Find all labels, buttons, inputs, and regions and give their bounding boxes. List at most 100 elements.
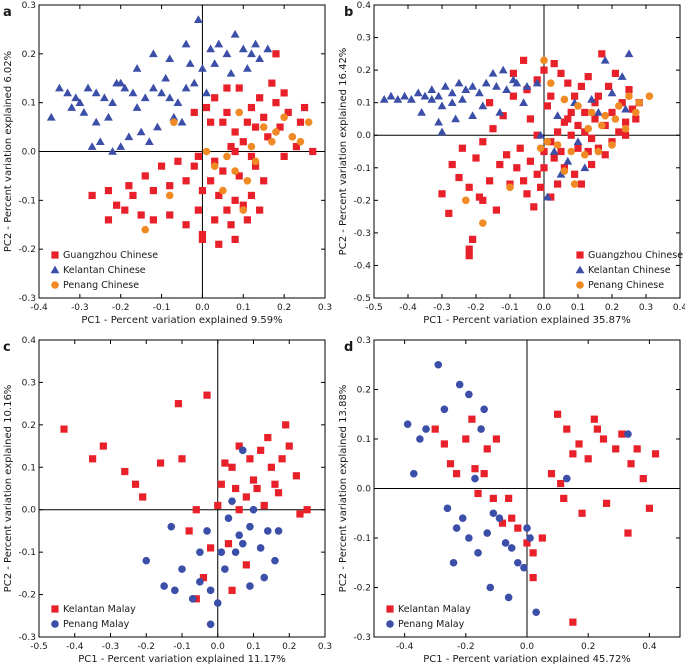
data-point	[223, 108, 231, 117]
data-point	[627, 460, 635, 468]
y-tick-label: -0.1	[353, 534, 371, 544]
data-point	[199, 574, 208, 582]
data-point	[211, 157, 219, 165]
data-point	[178, 565, 186, 573]
data-point	[157, 88, 166, 97]
y-tick-label: -0.2	[353, 196, 371, 206]
data-point	[540, 56, 548, 65]
data-point	[214, 501, 222, 510]
data-point	[173, 98, 183, 106]
data-point	[190, 162, 198, 170]
data-point	[471, 474, 479, 483]
y-tick-label: 0.3	[357, 34, 371, 44]
data-point	[202, 103, 211, 112]
data-point	[230, 29, 240, 38]
data-point	[474, 549, 482, 557]
data-point	[598, 50, 606, 58]
data-point	[468, 81, 477, 90]
data-point	[63, 88, 72, 97]
data-point	[246, 522, 254, 531]
data-point	[231, 235, 239, 243]
data-point	[562, 474, 571, 483]
data-point	[272, 99, 280, 107]
x-tick-label: 0.2	[282, 642, 296, 652]
data-point	[211, 216, 219, 224]
y-tick-label: 0.4	[22, 336, 37, 346]
data-point	[165, 54, 175, 63]
data-point	[247, 103, 256, 112]
data-point	[259, 123, 268, 131]
data-point	[231, 196, 239, 204]
data-point	[278, 455, 286, 463]
data-point	[571, 170, 579, 178]
data-point	[140, 93, 150, 102]
y-tick-label: -0.5	[353, 294, 371, 304]
data-point	[574, 102, 582, 110]
data-point	[149, 83, 158, 92]
data-point	[547, 470, 556, 478]
x-tick-label: 0.0	[195, 303, 210, 313]
data-point	[543, 102, 551, 110]
data-point	[536, 130, 545, 139]
data-point	[247, 152, 256, 160]
data-point	[483, 445, 491, 453]
data-point	[217, 548, 226, 556]
data-point	[413, 88, 423, 97]
data-point	[247, 49, 256, 58]
data-point	[505, 494, 513, 502]
data-point	[280, 152, 288, 160]
data-point	[594, 108, 603, 116]
data-point	[593, 425, 601, 433]
data-point	[256, 544, 265, 552]
data-point	[223, 206, 231, 214]
data-point	[296, 137, 305, 146]
data-point	[465, 245, 473, 253]
x-tick-label: -0.2	[112, 303, 130, 313]
data-point	[206, 620, 215, 629]
data-point	[243, 177, 252, 185]
data-point	[508, 514, 516, 522]
data-point	[198, 186, 207, 195]
data-point	[598, 121, 606, 130]
data-point	[447, 98, 457, 106]
data-point	[260, 177, 268, 185]
data-point	[120, 83, 130, 92]
data-point	[569, 450, 577, 458]
data-point	[455, 380, 464, 389]
data-point	[267, 463, 275, 471]
data-point	[573, 137, 583, 146]
data-point	[219, 186, 227, 195]
data-point	[465, 390, 473, 399]
y-tick-label: 0.0	[22, 506, 37, 516]
series-guangzhou-chinese	[438, 50, 643, 260]
data-point	[242, 493, 250, 501]
data-point	[89, 455, 97, 463]
data-point	[132, 103, 142, 111]
data-point	[198, 230, 207, 239]
legend-marker	[386, 620, 394, 628]
data-point	[495, 108, 505, 116]
data-point	[256, 206, 264, 214]
data-point	[532, 608, 540, 617]
legend-marker	[51, 251, 59, 259]
data-point	[260, 501, 268, 510]
y-tick-label: -0.3	[18, 633, 36, 643]
data-point	[235, 172, 243, 180]
data-point	[526, 115, 534, 123]
x-tick-label: -0.3	[102, 642, 120, 652]
data-point	[149, 216, 157, 224]
series-penang-malay	[403, 360, 632, 617]
data-point	[639, 475, 647, 483]
legend-marker	[575, 265, 585, 274]
data-point	[181, 39, 191, 48]
data-point	[608, 141, 616, 149]
data-point	[296, 118, 305, 126]
series-kelantan-chinese	[379, 49, 634, 201]
data-point	[280, 89, 288, 97]
legend-label: Guangzhou Chinese	[63, 250, 158, 261]
data-point	[434, 91, 443, 100]
series-kelantan-malay	[60, 391, 311, 603]
data-point	[188, 595, 197, 603]
y-axis-title: PC2 - Percent variation explained 6.02%	[3, 51, 14, 252]
data-point	[516, 144, 524, 152]
